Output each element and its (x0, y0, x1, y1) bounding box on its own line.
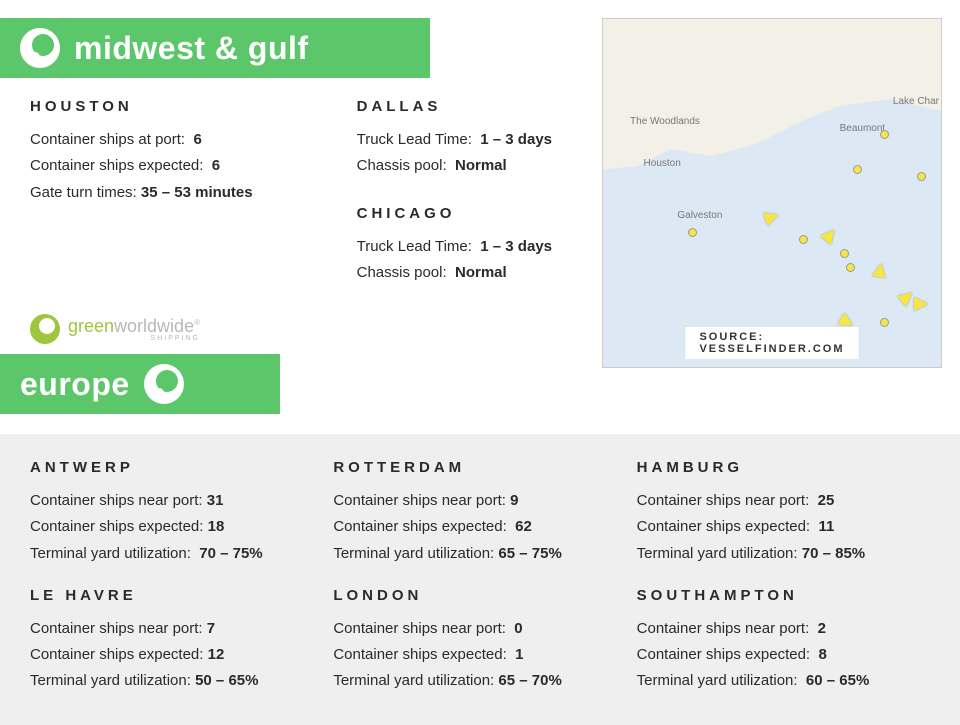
region-title: midwest & gulf (74, 30, 309, 67)
port-name: ANTWERP (30, 459, 323, 476)
stat-line: Container ships expected: 1 (333, 642, 626, 668)
stat-line: Container ships near port: 25 (637, 488, 930, 514)
map-label: The Woodlands (630, 116, 700, 127)
stat-line: Container ships at port: 6 (30, 127, 317, 153)
region-header-midwest-gulf: midwest & gulf (0, 18, 430, 78)
port-rotterdam: ROTTERDAM Container ships near port: 9 C… (333, 459, 626, 567)
port-name: DALLAS (357, 98, 552, 115)
logo-icon (144, 364, 184, 404)
port-name: HOUSTON (30, 98, 317, 115)
port-name: CHICAGO (357, 205, 552, 222)
port-name: ROTTERDAM (333, 459, 626, 476)
stat-line: Container ships near port: 31 (30, 488, 323, 514)
port-dallas: DALLAS Truck Lead Time: 1 – 3 days Chass… (357, 98, 552, 180)
vessel-map: The Woodlands Houston Galveston Beaumont… (602, 18, 942, 368)
ship-dot-icon (840, 249, 849, 258)
map-label: Galveston (677, 210, 722, 221)
brand-logo: greenworldwide® SHIPPING (0, 296, 582, 344)
port-name: HAMBURG (637, 459, 930, 476)
stat-line: Chassis pool: Normal (357, 153, 552, 179)
stat-line: Terminal yard utilization: 60 – 65% (637, 668, 930, 694)
port-name: LE HAVRE (30, 587, 323, 604)
stat-line: Container ships near port: 0 (333, 616, 626, 642)
stat-line: Container ships expected: 18 (30, 514, 323, 540)
map-label: Lake Char (893, 96, 939, 107)
ship-dot-icon (853, 165, 862, 174)
stat-line: Terminal yard utilization: 70 – 75% (30, 541, 323, 567)
stat-line: Terminal yard utilization: 50 – 65% (30, 668, 323, 694)
ship-dot-icon (880, 318, 889, 327)
stat-line: Container ships expected: 6 (30, 153, 317, 179)
port-antwerp: ANTWERP Container ships near port: 31 Co… (30, 459, 323, 567)
port-name: LONDON (333, 587, 626, 604)
stat-line: Terminal yard utilization: 65 – 70% (333, 668, 626, 694)
stat-line: Terminal yard utilization: 65 – 75% (333, 541, 626, 567)
ship-dot-icon (688, 228, 697, 237)
stat-line: Truck Lead Time: 1 – 3 days (357, 234, 552, 260)
stat-line: Container ships expected: 8 (637, 642, 930, 668)
map-source-label: SOURCE: VESSELFINDER.COM (685, 327, 858, 359)
europe-section: ANTWERP Container ships near port: 31 Co… (0, 434, 960, 725)
region-title: europe (20, 366, 130, 403)
stat-line: Truck Lead Time: 1 – 3 days (357, 127, 552, 153)
port-lehavre: LE HAVRE Container ships near port: 7 Co… (30, 587, 323, 695)
port-southampton: SOUTHAMPTON Container ships near port: 2… (637, 587, 930, 695)
ship-arrow-icon (872, 261, 888, 277)
port-name: SOUTHAMPTON (637, 587, 930, 604)
map-label: Beaumont (840, 123, 886, 134)
map-label: Houston (644, 158, 681, 169)
stat-line: Container ships near port: 7 (30, 616, 323, 642)
stat-line: Gate turn times: 35 – 53 minutes (30, 180, 317, 206)
ship-dot-icon (917, 172, 926, 181)
stat-line: Container ships expected: 11 (637, 514, 930, 540)
port-chicago: CHICAGO Truck Lead Time: 1 – 3 days Chas… (357, 205, 552, 287)
stat-line: Container ships expected: 62 (333, 514, 626, 540)
ship-dot-icon (846, 263, 855, 272)
port-houston: HOUSTON Container ships at port: 6 Conta… (30, 98, 317, 286)
stat-line: Container ships expected: 12 (30, 642, 323, 668)
stat-line: Container ships near port: 2 (637, 616, 930, 642)
ship-arrow-icon (763, 208, 781, 226)
ship-dot-icon (799, 235, 808, 244)
port-hamburg: HAMBURG Container ships near port: 25 Co… (637, 459, 930, 567)
logo-icon (20, 28, 60, 68)
port-london: LONDON Container ships near port: 0 Cont… (333, 587, 626, 695)
region-header-europe: europe (0, 354, 280, 414)
ship-arrow-icon (914, 297, 928, 311)
ship-arrow-icon (820, 225, 840, 245)
brand-text: greenworldwide® (68, 316, 200, 337)
ship-dot-icon (880, 130, 889, 139)
stat-line: Chassis pool: Normal (357, 260, 552, 286)
stat-line: Container ships near port: 9 (333, 488, 626, 514)
stat-line: Terminal yard utilization: 70 – 85% (637, 541, 930, 567)
brand-icon (30, 314, 60, 344)
